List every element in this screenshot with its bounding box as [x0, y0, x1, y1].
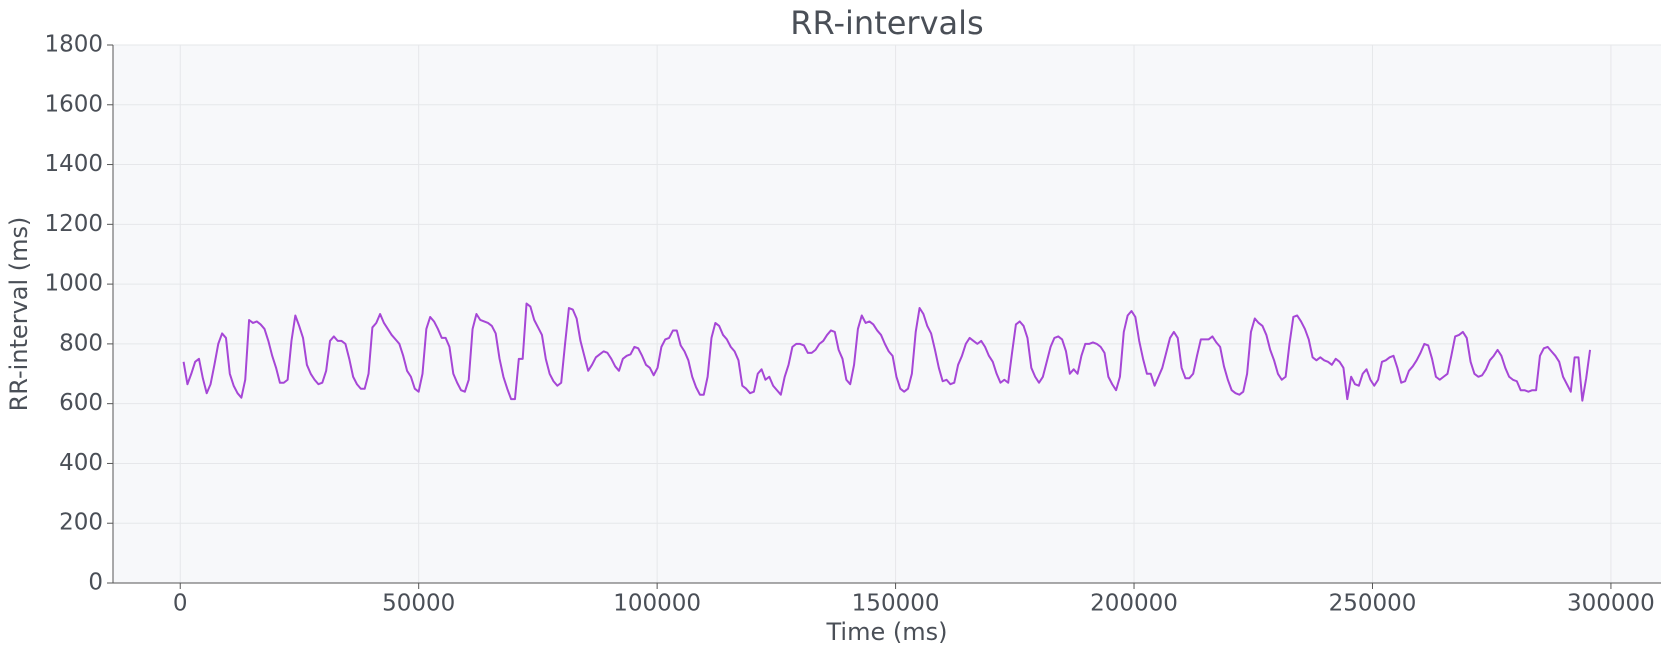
x-tick-label: 200000: [1090, 591, 1178, 617]
data-line: [182, 302, 1592, 402]
x-tick-label: 100000: [613, 591, 701, 617]
x-tick-label: 150000: [852, 591, 940, 617]
y-tick-label: 400: [59, 450, 103, 476]
y-tick-label: 1800: [44, 32, 103, 58]
y-tick-label: 1400: [44, 151, 103, 177]
x-tick-label: 300000: [1567, 591, 1655, 617]
y-tick-label: 200: [59, 510, 103, 536]
x-axis-label: Time (ms): [826, 618, 948, 646]
x-tick-label: 0: [173, 591, 188, 617]
x-tick-label: 250000: [1329, 591, 1417, 617]
plot-area: [113, 45, 1661, 583]
chart-title: RR-intervals: [790, 4, 983, 42]
y-tick-label: 800: [59, 330, 103, 356]
x-tick-label: 50000: [382, 591, 455, 617]
y-tick-label: 600: [59, 390, 103, 416]
y-tick-label: 0: [88, 570, 103, 596]
y-tick-label: 1200: [44, 211, 103, 237]
y-tick-label: 1600: [44, 91, 103, 117]
y-axis-label: RR-interval (ms): [5, 217, 33, 412]
y-tick-label: 1000: [44, 271, 103, 297]
